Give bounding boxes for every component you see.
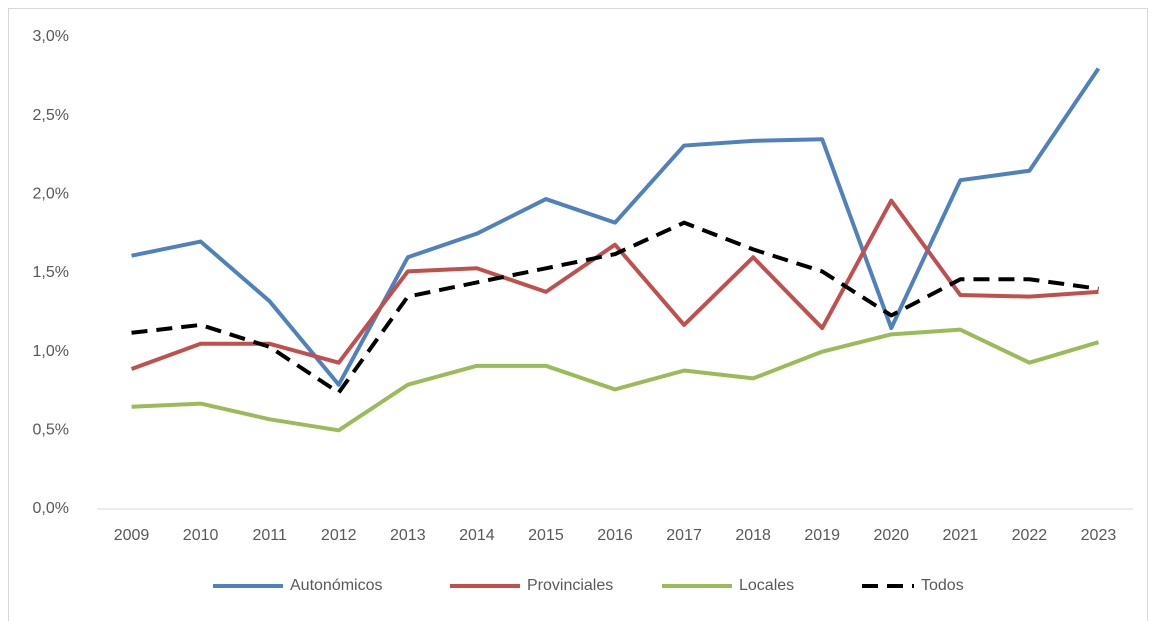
y-tick-label: 2,0% [33,186,69,203]
x-tick-label: 2020 [873,527,909,544]
x-tick-label: 2013 [390,527,426,544]
x-tick-label: 2015 [528,527,564,544]
x-tick-label: 2019 [804,527,840,544]
chart-border [8,8,1148,621]
series-line [131,220,1099,395]
x-tick-label: 2018 [735,527,771,544]
legend-label: Todos [921,577,964,594]
series-line [131,67,1101,387]
y-tick-label: 3,0% [33,28,69,45]
y-tick-label: 0,5% [33,422,69,439]
x-tick-label: 2010 [183,527,219,544]
y-tick-label: 1,0% [33,343,69,360]
y-tick-label: 2,5% [33,107,69,124]
x-tick-label: 2022 [1012,527,1048,544]
x-tick-label: 2012 [321,527,357,544]
series-line [130,198,1099,371]
legend-label: Autonómicos [290,577,383,594]
y-tick-label: 0,0% [33,500,69,517]
x-tick-label: 2023 [1081,527,1117,544]
series-line [131,327,1100,433]
x-tick-label: 2016 [597,527,633,544]
legend-label: Locales [739,577,794,594]
x-tick-label: 2021 [943,527,979,544]
x-tick-label: 2014 [459,527,495,544]
x-tick-label: 2017 [666,527,702,544]
legend-label: Provinciales [527,577,613,594]
x-tick-label: 2009 [114,527,150,544]
x-tick-label: 2011 [252,527,287,544]
y-tick-label: 1,5% [33,264,69,281]
